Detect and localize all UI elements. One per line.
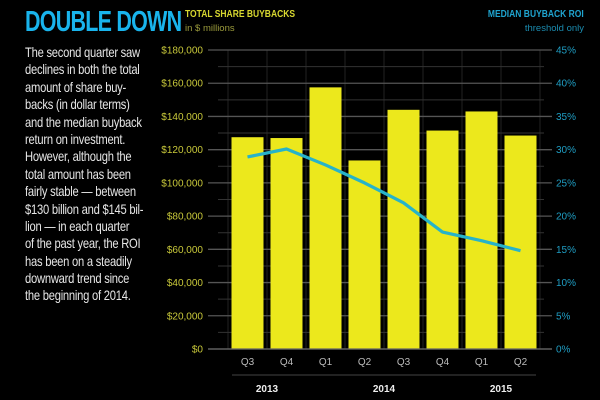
x-tick-label: Q1 [475, 357, 489, 368]
body-line: $130 billion and $145 bil- [25, 200, 144, 217]
body-line: backs (in dollar terms) [25, 96, 130, 113]
year-label: 2014 [373, 384, 396, 395]
x-tick-label: Q2 [514, 357, 528, 368]
right-axis-tick-label: 25% [556, 178, 576, 189]
left-axis-tick-label: $120,000 [161, 145, 203, 156]
chart-title: DOUBLE DOWN [25, 6, 182, 38]
right-axis-tick-label: 10% [556, 278, 576, 289]
left-axis-tick-label: $180,000 [161, 46, 203, 57]
left-axis-tick-label: $20,000 [167, 311, 204, 322]
left-axis-tick-label: $160,000 [161, 79, 203, 90]
body-line: fairly stable — between [25, 183, 136, 200]
body-line: of the past year, the ROI [25, 235, 141, 252]
bar-1 [231, 137, 264, 349]
body-line: and the median buyback [25, 113, 142, 130]
x-tick-label: Q1 [319, 357, 333, 368]
bar-2 [270, 138, 303, 349]
right-series-subtitle: threshold only [524, 23, 584, 34]
body-line: The second quarter saw [25, 44, 140, 60]
body-line: lion — in each quarter [25, 217, 130, 234]
x-tick-label: Q4 [280, 357, 294, 368]
right-axis-tick-label: 0% [556, 345, 571, 356]
bar-7 [465, 111, 498, 349]
right-axis-tick-label: 20% [556, 212, 576, 223]
left-axis-tick-label: $0 [192, 345, 204, 356]
left-axis-tick-label: $60,000 [167, 245, 204, 256]
left-axis-tick-label: $40,000 [167, 278, 204, 289]
right-series-title: MEDIAN BUYBACK ROI [488, 9, 584, 20]
right-axis-tick-label: 15% [556, 245, 576, 256]
body-line: However, although the [25, 148, 132, 165]
x-tick-label: Q3 [397, 357, 411, 368]
body-line: amount of share buy- [25, 78, 127, 95]
left-axis-tick-label: $100,000 [161, 178, 203, 189]
roi-line [247, 147, 521, 253]
right-axis-tick-label: 45% [556, 46, 576, 57]
right-axis-tick-label: 40% [556, 79, 576, 90]
body-line: the beginning of 2014. [25, 287, 131, 304]
bar-5 [387, 109, 420, 349]
bar-3 [309, 87, 342, 349]
right-axis-tick-label: 30% [556, 145, 576, 156]
bar-8 [504, 135, 537, 349]
left-series-title: TOTAL SHARE BUYBACKS [185, 9, 296, 20]
right-axis-tick-label: 5% [556, 311, 571, 322]
left-series-subtitle: in $ millions [185, 23, 235, 34]
left-axis-tick-label: $140,000 [161, 112, 203, 123]
x-tick-label: Q4 [436, 357, 450, 368]
body-line: has been on a steadily [25, 252, 132, 269]
x-tick-label: Q3 [241, 357, 255, 368]
left-axis-tick-label: $80,000 [167, 212, 204, 223]
bar-6 [426, 130, 459, 349]
body-text: The second quarter saw declines in both … [25, 44, 144, 305]
right-axis-tick-label: 35% [556, 112, 576, 123]
bar-4 [348, 160, 381, 349]
body-line: declines in both the total [25, 61, 140, 78]
year-label: 2013 [256, 384, 279, 395]
body-line: total amount has been [25, 165, 131, 182]
year-label: 2015 [490, 384, 513, 395]
body-line: downward trend since [25, 270, 130, 287]
x-tick-label: Q2 [358, 357, 372, 368]
body-line: return on investment. [25, 130, 126, 147]
